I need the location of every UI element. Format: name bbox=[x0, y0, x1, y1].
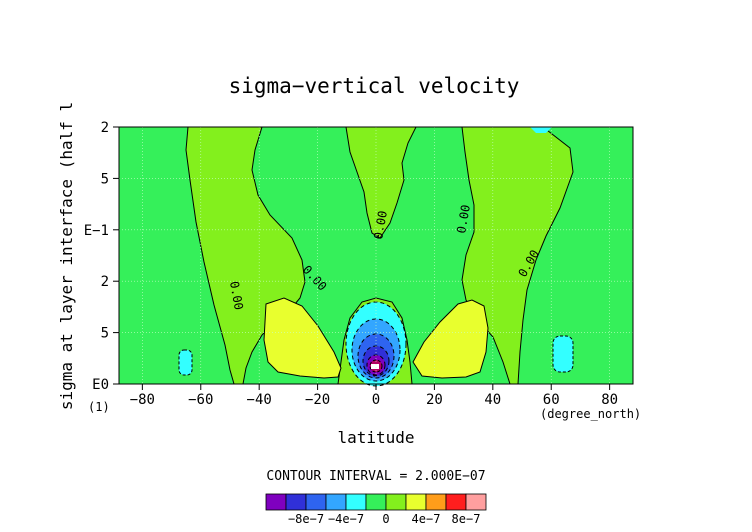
colorbar-swatch bbox=[365, 493, 387, 511]
colorbar-tick-label: −8e−7 bbox=[288, 512, 324, 526]
contour-label-1: 0.00 bbox=[227, 280, 246, 311]
y-tick-label: 5 bbox=[101, 326, 109, 342]
colorbar-swatch bbox=[305, 493, 327, 511]
colorbar-swatch bbox=[405, 493, 427, 511]
colorbar-tick-label: 4e−7 bbox=[412, 512, 441, 526]
y-axis: 2 5 E−1 2 5 E0 bbox=[84, 120, 119, 393]
y-tick-label: E0 bbox=[92, 377, 109, 393]
x-tick-label: 0 bbox=[372, 392, 380, 408]
contour-label-4: 0.00 bbox=[454, 204, 473, 235]
contour-interval-label: CONTOUR INTERVAL = 2.000E−07 bbox=[266, 469, 485, 484]
colorbar-tick-label: 0 bbox=[382, 512, 389, 526]
colorbar-swatch bbox=[285, 493, 307, 511]
colorbar-swatch bbox=[345, 493, 367, 511]
y-axis-label: sigma at layer interface (half l bbox=[57, 102, 76, 410]
y-axis-note: (1) bbox=[88, 400, 110, 414]
y-tick-label: 5 bbox=[101, 171, 109, 187]
negative-core-center bbox=[371, 364, 379, 369]
colorbar: −8e−7 −4e−7 0 4e−7 8e−7 bbox=[265, 493, 487, 526]
y-tick-label: 2 bbox=[101, 120, 109, 136]
negative-cell-right bbox=[552, 335, 574, 373]
colorbar-swatch bbox=[425, 493, 447, 511]
negative-cell-left bbox=[178, 349, 193, 376]
x-tick-label: 80 bbox=[601, 392, 618, 408]
positive-region-left bbox=[263, 297, 342, 379]
positive-region-right bbox=[412, 299, 489, 379]
colorbar-tick-label: −4e−7 bbox=[328, 512, 364, 526]
colorbar-swatch bbox=[265, 493, 287, 511]
x-tick-label: 60 bbox=[543, 392, 560, 408]
x-tick-label: −60 bbox=[188, 392, 213, 408]
colorbar-swatch bbox=[465, 493, 487, 511]
chart-title: sigma−vertical velocity bbox=[229, 74, 520, 98]
y-tick-label: E−1 bbox=[84, 223, 109, 239]
grid-lines bbox=[119, 127, 633, 384]
x-tick-label: 40 bbox=[484, 392, 501, 408]
colorbar-tick-label: 8e−7 bbox=[452, 512, 481, 526]
zero-band-center bbox=[345, 126, 417, 239]
x-tick-label: 20 bbox=[426, 392, 443, 408]
plot-area: 0.00 0.00 0.00 0.00 0.00 bbox=[118, 126, 634, 387]
x-tick-label: −80 bbox=[130, 392, 155, 408]
x-axis-label: latitude bbox=[337, 428, 414, 447]
x-axis-units: (degree_north) bbox=[540, 407, 641, 421]
negative-cell-topright bbox=[530, 127, 552, 133]
colorbar-swatch bbox=[445, 493, 467, 511]
x-axis: −80 −60 −40 −20 0 20 40 60 80 bbox=[130, 384, 618, 408]
colorbar-swatch bbox=[385, 493, 407, 511]
x-tick-label: −40 bbox=[247, 392, 272, 408]
y-tick-label: 2 bbox=[101, 274, 109, 290]
x-tick-label: −20 bbox=[305, 392, 330, 408]
colorbar-swatch bbox=[325, 493, 347, 511]
